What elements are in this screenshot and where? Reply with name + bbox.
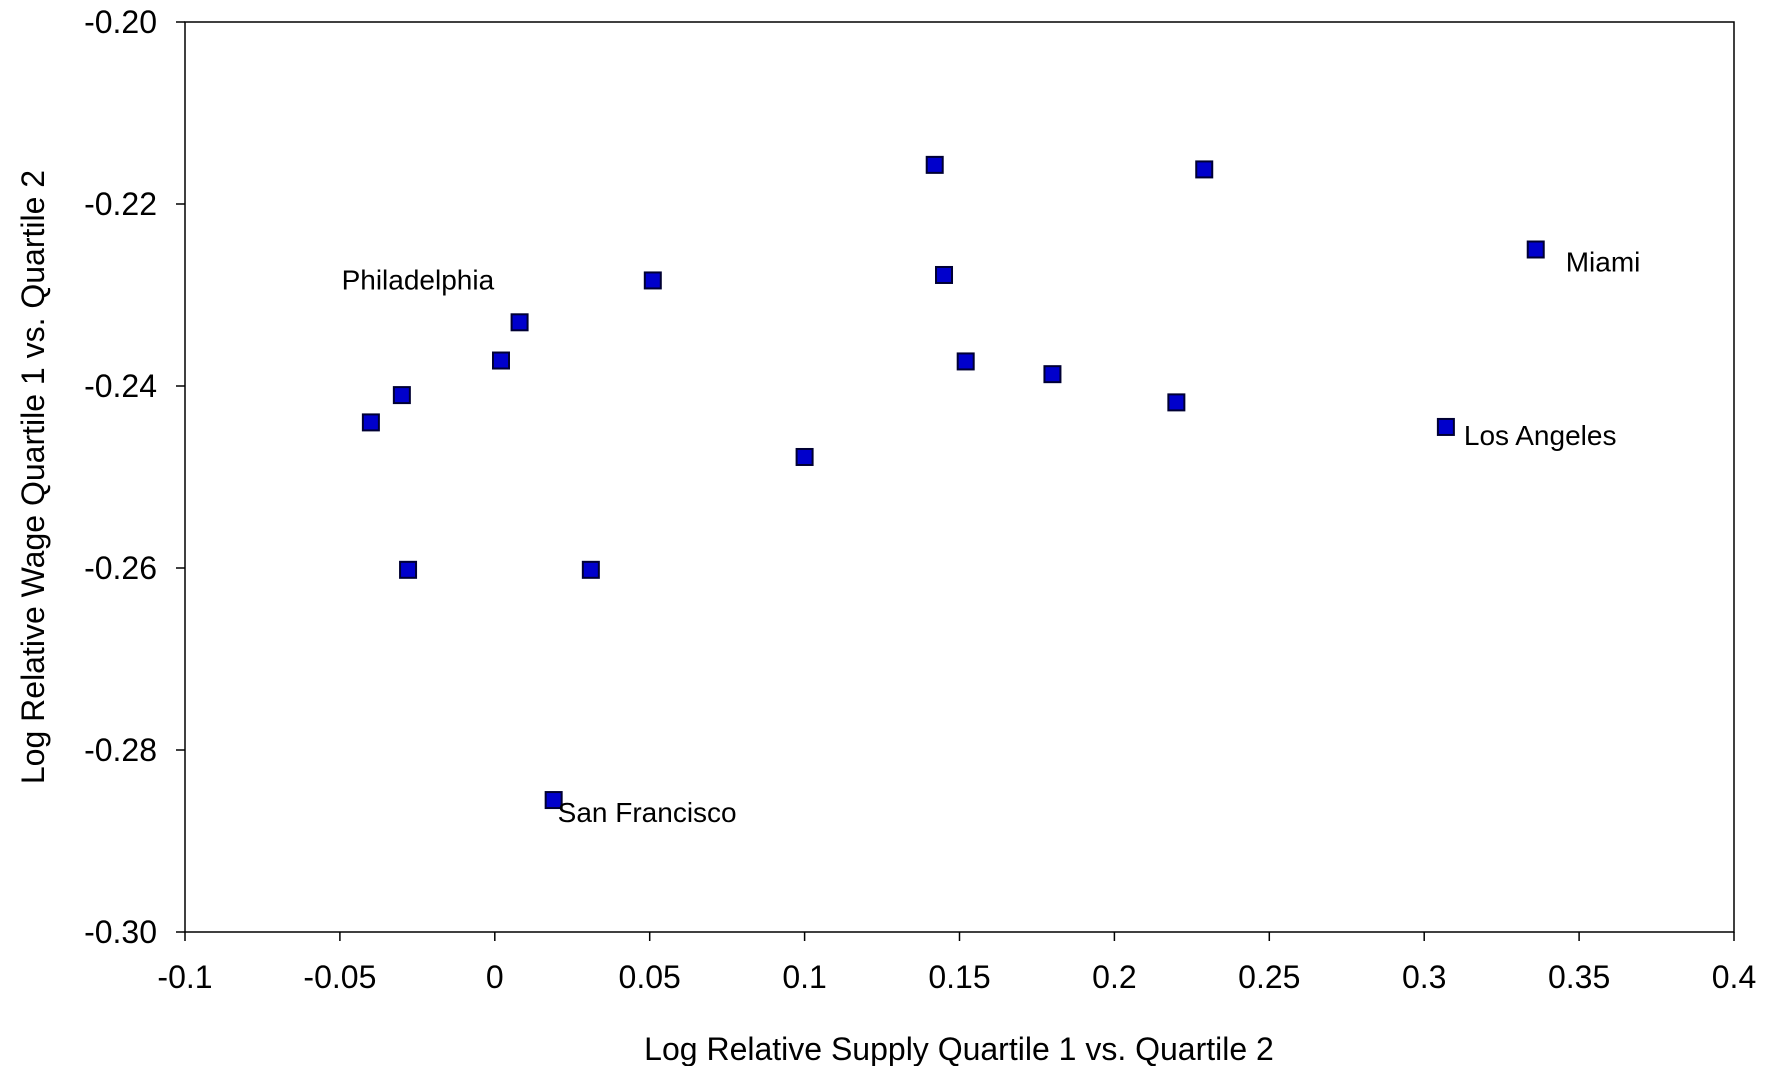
data-points bbox=[361, 155, 1545, 810]
y-axis-title: Log Relative Wage Quartile 1 vs. Quartil… bbox=[15, 170, 51, 784]
data-point bbox=[1043, 365, 1062, 384]
data-point bbox=[491, 351, 510, 370]
y-axis: -0.20 -0.22 -0.24 -0.26 -0.28 -0.30 bbox=[84, 4, 185, 950]
point-annotation: Los Angeles bbox=[1464, 420, 1617, 451]
x-axis: -0.1 -0.05 0 0.05 0.1 0.15 0.2 0.25 0.3 0.35 0.4 bbox=[157, 932, 1756, 995]
x-tick-label: -0.05 bbox=[303, 959, 376, 995]
y-tick-label: -0.20 bbox=[84, 4, 157, 40]
point-annotation: Philadelphia bbox=[342, 264, 495, 295]
data-point bbox=[581, 560, 600, 579]
plot-area bbox=[184, 21, 1735, 933]
x-tick-label: -0.1 bbox=[157, 959, 212, 995]
data-point bbox=[643, 271, 662, 290]
data-point bbox=[399, 560, 418, 579]
data-point bbox=[1436, 417, 1455, 436]
y-tick-label: -0.26 bbox=[84, 550, 157, 586]
y-tick-label: -0.28 bbox=[84, 732, 157, 768]
x-tick-label: 0 bbox=[486, 959, 504, 995]
x-tick-label: 0.4 bbox=[1712, 959, 1756, 995]
x-tick-label: 0.15 bbox=[928, 959, 990, 995]
x-tick-label: 0.3 bbox=[1402, 959, 1446, 995]
x-axis-title: Log Relative Supply Quartile 1 vs. Quart… bbox=[644, 1031, 1274, 1066]
point-annotation: San Francisco bbox=[558, 797, 737, 828]
data-point bbox=[392, 386, 411, 405]
data-point bbox=[361, 413, 380, 432]
data-point bbox=[1526, 240, 1545, 259]
data-point bbox=[1195, 160, 1214, 179]
x-tick-label: 0.35 bbox=[1548, 959, 1610, 995]
y-tick-label: -0.24 bbox=[84, 368, 157, 404]
point-annotation: Miami bbox=[1566, 247, 1641, 278]
data-point bbox=[510, 313, 529, 332]
x-tick-label: 0.25 bbox=[1238, 959, 1300, 995]
x-tick-label: 0.2 bbox=[1092, 959, 1136, 995]
data-point bbox=[795, 447, 814, 466]
y-tick-label: -0.30 bbox=[84, 914, 157, 950]
point-annotations: Philadelphia San Francisco Los Angeles Miam… bbox=[342, 247, 1641, 829]
y-tick-label: -0.22 bbox=[84, 186, 157, 222]
data-point bbox=[935, 265, 954, 284]
data-point bbox=[956, 352, 975, 371]
data-point bbox=[1167, 393, 1186, 412]
x-tick-label: 0.05 bbox=[619, 959, 681, 995]
data-point bbox=[925, 155, 944, 174]
data-point bbox=[544, 791, 563, 810]
x-tick-label: 0.1 bbox=[782, 959, 826, 995]
